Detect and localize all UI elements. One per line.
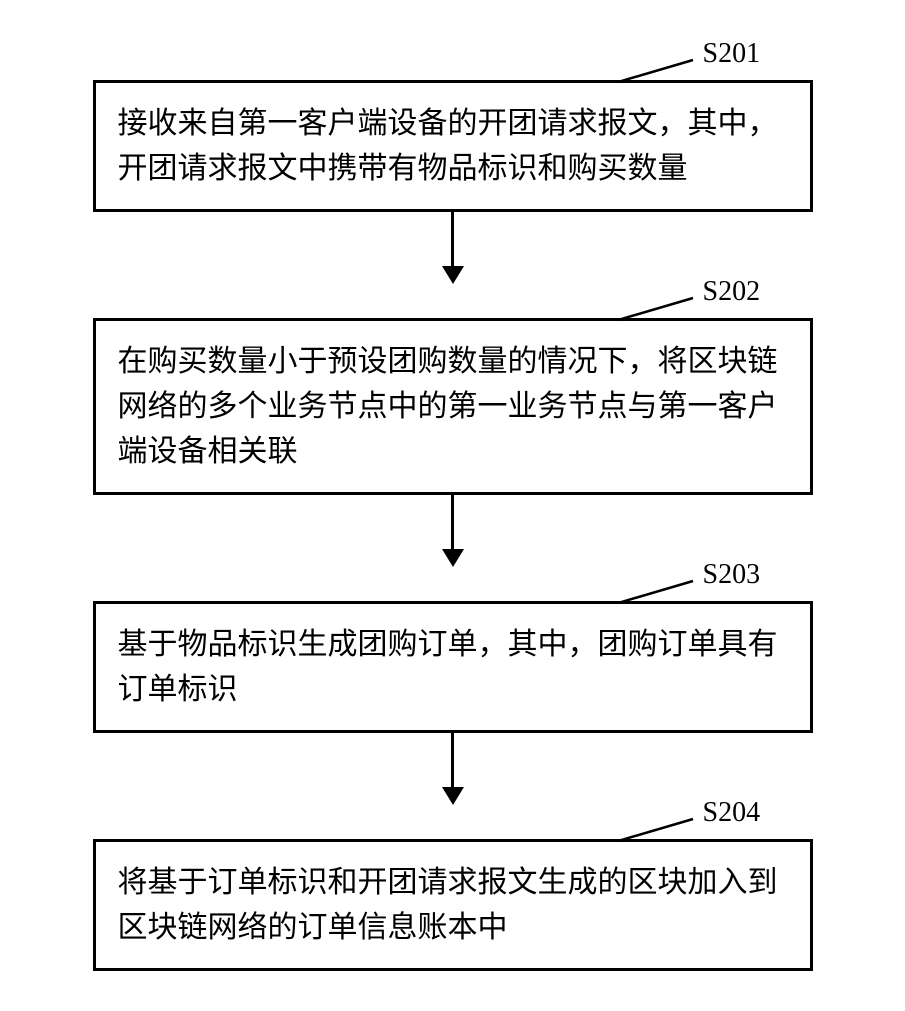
flowchart-container: S201 接收来自第一客户端设备的开团请求报文，其中，开团请求报文中携带有物品标… [63,40,843,971]
arrow-line [451,733,454,789]
step-s202: S202 在购买数量小于预设团购数量的情况下，将区块链网络的多个业务节点中的第一… [63,318,843,495]
arrow-s203-s204 [63,733,843,803]
step-s201: S201 接收来自第一客户端设备的开团请求报文，其中，开团请求报文中携带有物品标… [63,80,843,212]
arrow-head [442,787,464,805]
step-box-s201: 接收来自第一客户端设备的开团请求报文，其中，开团请求报文中携带有物品标识和购买数… [93,80,813,212]
step-s203: S203 基于物品标识生成团购订单，其中，团购订单具有订单标识 [63,601,843,733]
step-s204: S204 将基于订单标识和开团请求报文生成的区块加入到区块链网络的订单信息账本中 [63,839,843,971]
step-box-s204: 将基于订单标识和开团请求报文生成的区块加入到区块链网络的订单信息账本中 [93,839,813,971]
leader-line-s201 [618,56,708,84]
arrow-line [451,495,454,551]
step-label-s203: S203 [703,559,761,591]
arrow-line [451,212,454,268]
step-label-s201: S201 [703,38,761,70]
step-label-s204: S204 [703,797,761,829]
leader-line-s202 [618,294,708,322]
arrow-s201-s202 [63,212,843,282]
arrow-head [442,549,464,567]
leader-line-s204 [618,815,708,843]
step-label-s202: S202 [703,276,761,308]
arrow-head [442,266,464,284]
leader-line-s203 [618,577,708,605]
step-box-s202: 在购买数量小于预设团购数量的情况下，将区块链网络的多个业务节点中的第一业务节点与… [93,318,813,495]
step-box-s203: 基于物品标识生成团购订单，其中，团购订单具有订单标识 [93,601,813,733]
arrow-s202-s203 [63,495,843,565]
